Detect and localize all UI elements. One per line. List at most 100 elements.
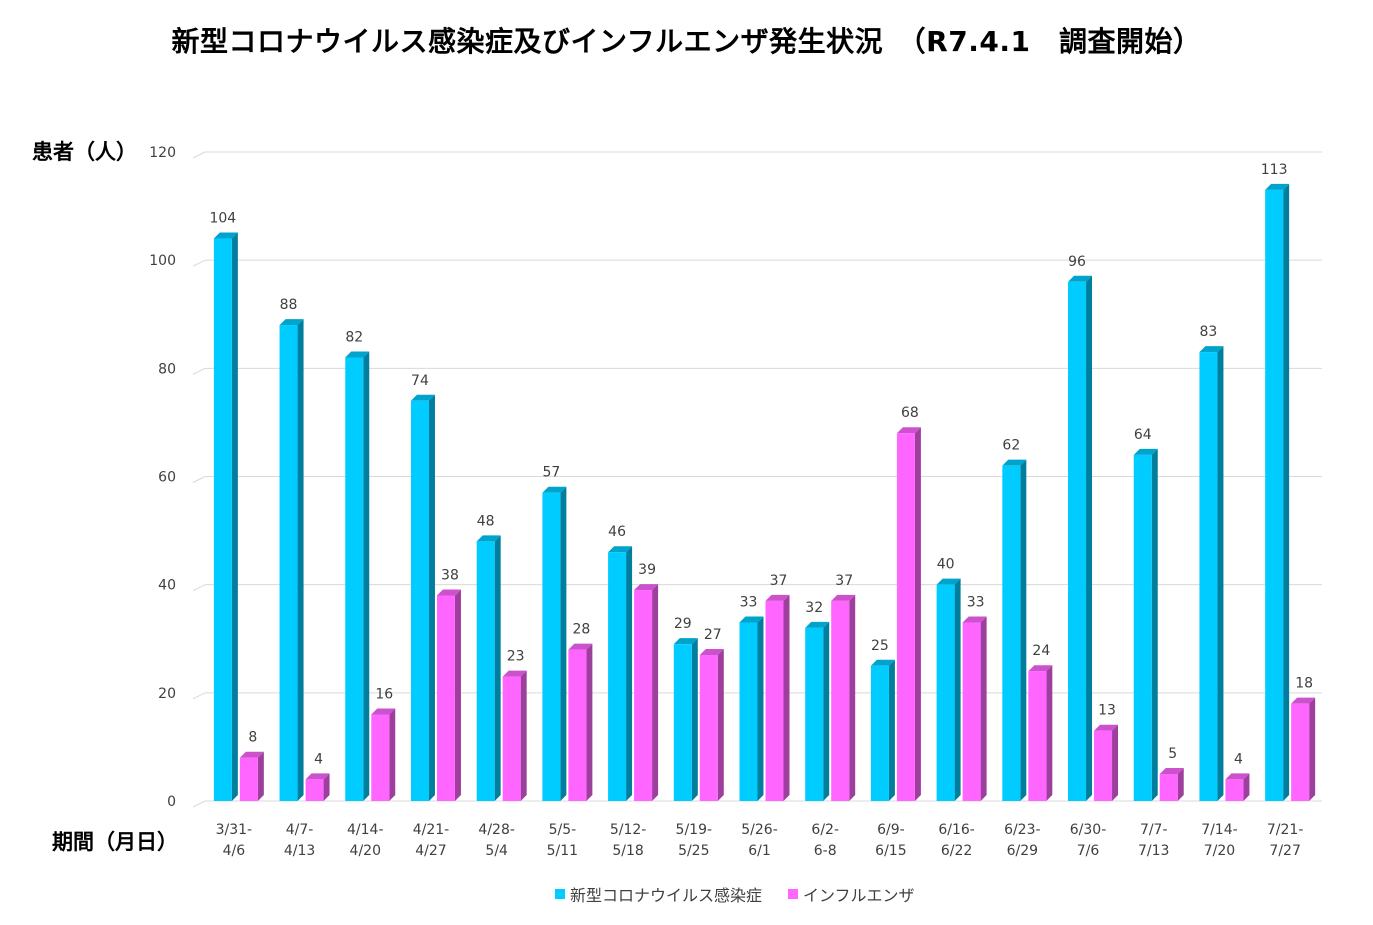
bar-front <box>739 622 758 801</box>
bar-influenza <box>1159 767 1184 801</box>
bar-covid <box>1068 275 1093 801</box>
x-tick-label: 6-8 <box>814 843 837 859</box>
bar-influenza <box>962 616 987 801</box>
bar-covid <box>870 659 895 801</box>
bar-covid <box>739 616 764 801</box>
bar-influenza <box>831 594 856 801</box>
data-label-covid: 29 <box>674 616 692 632</box>
bar-covid <box>608 546 633 801</box>
bar-side <box>691 638 698 801</box>
bar-side <box>717 648 724 801</box>
data-label-covid: 64 <box>1134 427 1152 443</box>
bar-front <box>502 676 521 801</box>
bar-side <box>1217 346 1224 801</box>
bar-top <box>1291 697 1316 704</box>
bar-front <box>699 654 718 801</box>
data-label-influenza: 18 <box>1295 676 1313 692</box>
bar-side <box>1086 275 1093 801</box>
data-label-covid: 33 <box>740 595 758 611</box>
bar-top <box>634 584 659 591</box>
bar-front <box>239 757 258 801</box>
bar-front <box>436 595 455 801</box>
x-tick-label: 6/30- <box>1070 822 1107 838</box>
bar-front <box>279 325 298 801</box>
data-label-covid: 62 <box>1002 438 1020 454</box>
data-label-covid: 40 <box>937 557 955 573</box>
bar-top <box>305 773 330 780</box>
bar-side <box>428 394 435 801</box>
x-tick-label: 7/27 <box>1269 843 1300 859</box>
y-tick-label: 0 <box>167 794 176 810</box>
bar-top <box>279 319 304 326</box>
bar-front <box>305 779 324 801</box>
bar-top <box>502 670 527 677</box>
data-label-influenza: 28 <box>572 622 590 638</box>
bar-side <box>494 535 501 801</box>
y-tick-label: 80 <box>158 361 176 377</box>
x-tick-label: 7/14- <box>1201 822 1238 838</box>
bar-side <box>823 621 830 801</box>
bar-influenza <box>568 643 593 801</box>
bar-side <box>560 486 567 801</box>
bar-front <box>765 600 784 801</box>
bar-front <box>805 627 824 801</box>
bar-front <box>1199 352 1218 801</box>
bar-covid <box>410 394 435 801</box>
data-label-covid: 88 <box>280 297 298 313</box>
bar-top <box>542 486 567 493</box>
bar-side <box>231 232 238 802</box>
x-tick-label: 4/21- <box>413 822 450 838</box>
bar-front <box>1265 189 1284 801</box>
bar-top <box>1133 448 1158 455</box>
bar-front <box>1159 773 1178 801</box>
bar-front <box>870 665 889 801</box>
bar-side <box>1046 665 1053 801</box>
data-label-influenza: 13 <box>1098 703 1116 719</box>
bar-top <box>936 578 961 585</box>
bar-side <box>363 351 370 801</box>
bar-covid <box>476 535 501 801</box>
bar-top <box>1199 346 1224 353</box>
bar-influenza <box>305 773 330 801</box>
data-label-influenza: 68 <box>901 405 919 421</box>
x-tick-label: 4/13 <box>284 843 315 859</box>
gridline-depth <box>192 692 206 700</box>
bar-side <box>1243 773 1250 801</box>
bar-side <box>297 319 304 801</box>
x-tick-label: 4/14- <box>347 822 384 838</box>
data-label-covid: 82 <box>345 330 363 346</box>
data-label-covid: 57 <box>542 465 560 481</box>
data-label-covid: 96 <box>1068 254 1086 270</box>
data-label-covid: 32 <box>805 600 823 616</box>
bar-covid <box>345 351 370 801</box>
data-label-covid: 48 <box>477 513 495 529</box>
bar-top <box>962 616 987 623</box>
bar-side <box>1151 448 1158 801</box>
bar-top <box>1068 275 1093 282</box>
bar-top <box>239 751 264 758</box>
x-tick-label: 6/9- <box>877 822 905 838</box>
bar-front <box>213 238 232 802</box>
bar-covid <box>1002 459 1027 801</box>
bar-front <box>1068 281 1087 801</box>
legend-swatch-covid <box>555 889 565 899</box>
bar-top <box>699 648 724 655</box>
bar-influenza <box>239 751 264 801</box>
bar-side <box>626 546 633 801</box>
gridline-depth <box>192 584 206 592</box>
bar-front <box>1094 730 1113 801</box>
bar-influenza <box>1225 773 1250 801</box>
bar-front <box>476 541 495 801</box>
bar-side <box>954 578 961 801</box>
bar-top <box>476 535 501 542</box>
bar-side <box>1309 697 1316 801</box>
bar-side <box>586 643 593 801</box>
bar-top <box>1159 767 1184 774</box>
x-tick-label: 5/12- <box>610 822 647 838</box>
x-tick-label: 6/15 <box>875 843 906 859</box>
x-tick-label: 6/23- <box>1004 822 1041 838</box>
bar-front <box>936 584 955 801</box>
bar-front <box>1133 454 1152 801</box>
bar-top <box>1225 773 1250 780</box>
bar-covid <box>673 638 698 801</box>
